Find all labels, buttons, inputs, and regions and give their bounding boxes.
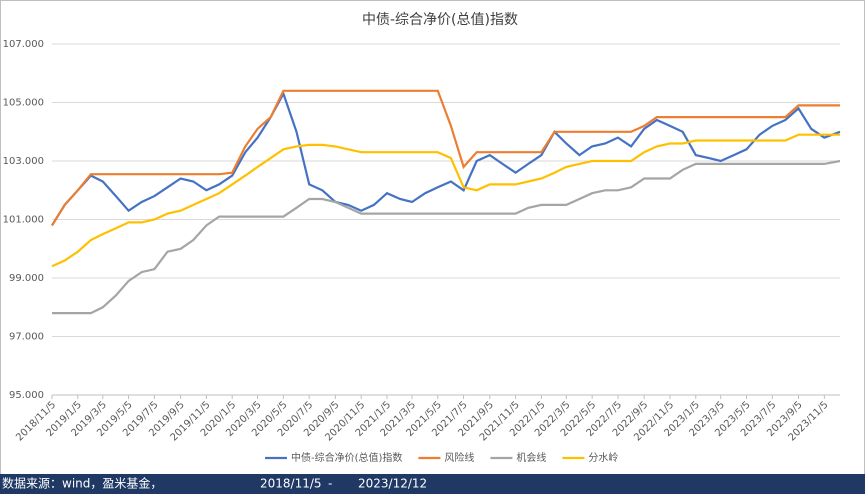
y-tick-label: 107.000 bbox=[3, 39, 44, 50]
series-line bbox=[51, 89, 840, 226]
y-tick-label: 105.000 bbox=[3, 98, 44, 109]
y-tick-label: 103.000 bbox=[3, 156, 44, 167]
series-line bbox=[52, 159, 841, 315]
footer-start: 2018/11/5 bbox=[260, 477, 322, 491]
y-tick-label: 99.000 bbox=[9, 273, 44, 284]
legend-label: 分水岭 bbox=[588, 451, 618, 464]
legend-label: 机会线 bbox=[516, 451, 546, 464]
footer-source: 数据来源：wind，盈米基金， bbox=[2, 476, 162, 491]
chart-title: 中债-综合净价(总值)指数 bbox=[362, 12, 518, 28]
legend-label: 中债-综合净价(总值)指数 bbox=[291, 451, 402, 464]
y-tick-label: 95.000 bbox=[9, 390, 44, 401]
footer-sep: - bbox=[328, 477, 332, 491]
footer-bar bbox=[0, 474, 865, 494]
y-tick-label: 97.000 bbox=[9, 332, 44, 343]
series-line bbox=[51, 133, 840, 268]
y-tick-label: 101.000 bbox=[3, 215, 44, 226]
legend-label: 风险线 bbox=[444, 451, 474, 464]
footer-end: 2023/12/12 bbox=[358, 477, 427, 491]
series-line bbox=[51, 90, 841, 226]
